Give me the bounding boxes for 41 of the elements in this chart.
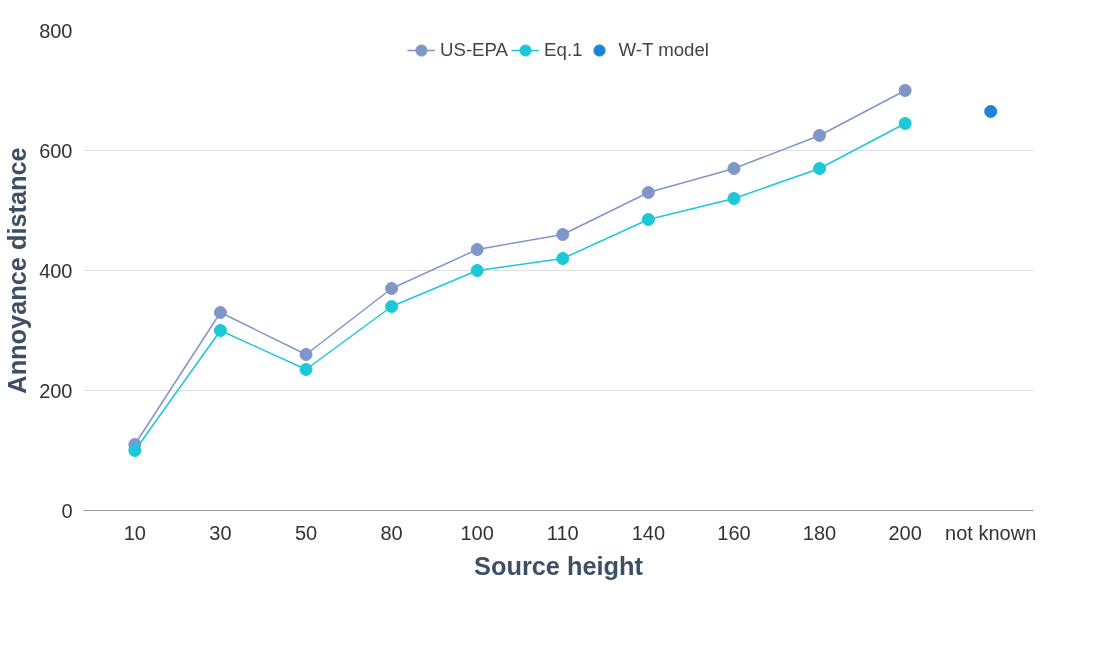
x-tick-label: 140 xyxy=(631,521,666,544)
point xyxy=(556,228,570,241)
point xyxy=(813,162,827,175)
point xyxy=(385,282,399,295)
point xyxy=(299,348,313,361)
point xyxy=(213,306,227,319)
point xyxy=(128,444,142,457)
point xyxy=(470,264,484,277)
y-tick-label: 800 xyxy=(39,19,73,42)
point xyxy=(898,117,912,130)
point xyxy=(470,243,484,256)
point xyxy=(299,363,313,376)
point xyxy=(385,300,399,313)
x-tick-label: not known xyxy=(945,521,1037,544)
x-tick-label: 110 xyxy=(546,521,579,544)
legend-label: Eq.1 xyxy=(544,39,583,61)
x-tick-label: 200 xyxy=(888,521,922,544)
y-tick-label: 0 xyxy=(61,499,73,522)
x-tick-label: 180 xyxy=(802,521,837,544)
y-tick-label: 400 xyxy=(39,259,73,282)
point xyxy=(727,192,741,205)
point xyxy=(641,213,655,226)
legend-label: W-T model xyxy=(618,39,710,61)
x-tick-label: 30 xyxy=(209,521,232,544)
x-tick-label: 80 xyxy=(380,521,403,544)
x-tick-label: 50 xyxy=(294,521,318,544)
x-tick-label: 100 xyxy=(460,521,494,544)
x-tick-label: 160 xyxy=(717,521,751,544)
y-axis-title: Annoyance distance xyxy=(3,147,32,394)
legend-label: US-EPA xyxy=(439,39,509,61)
point xyxy=(213,324,227,337)
point xyxy=(898,84,912,97)
x-axis-title: Source height xyxy=(474,551,644,580)
point xyxy=(727,162,741,175)
point xyxy=(813,129,827,142)
x-tick-label: 10 xyxy=(123,521,146,544)
point xyxy=(641,186,655,199)
point xyxy=(556,252,570,265)
y-tick-label: 200 xyxy=(39,379,73,402)
y-tick-label: 600 xyxy=(39,139,73,162)
point xyxy=(984,105,998,118)
